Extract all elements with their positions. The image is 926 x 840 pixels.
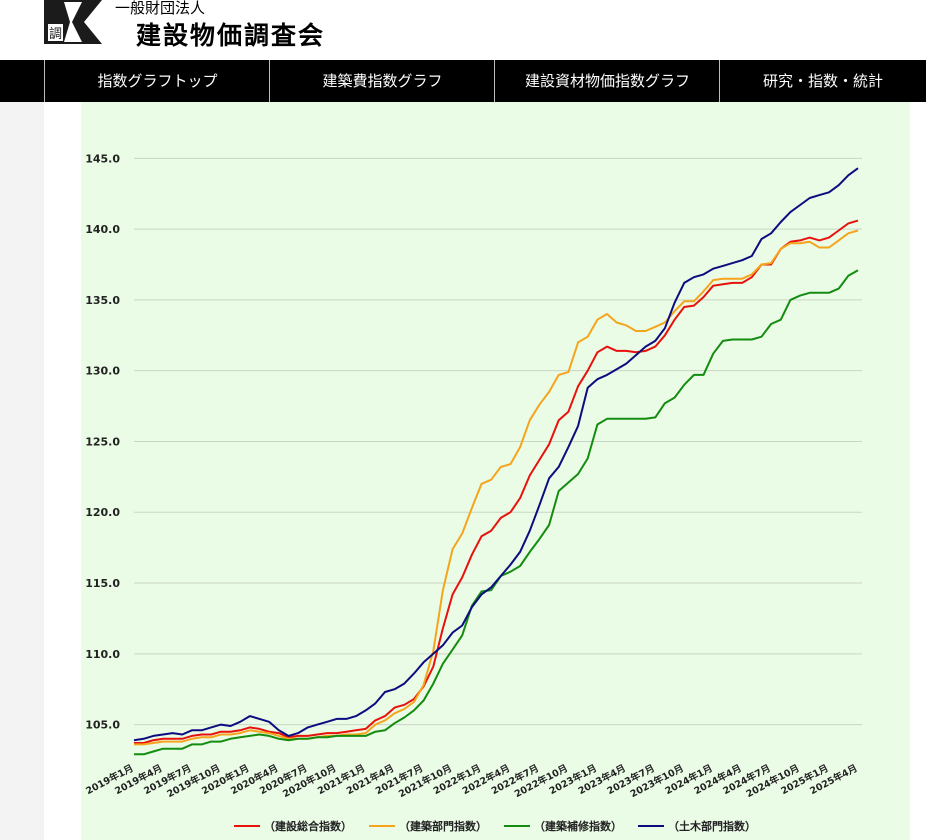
nav-item-research-statistics[interactable]: 研究・指数・統計: [719, 60, 926, 102]
organization-type: 一般財団法人: [115, 0, 206, 17]
x-axis-ticks: 2019年1月2019年4月2019年7月2019年10月2020年1月2020…: [84, 762, 860, 800]
y-tick-label: 140.0: [85, 223, 120, 236]
right-margin: [910, 102, 926, 840]
y-tick-label: 110.0: [85, 648, 120, 661]
y-tick-label: 105.0: [85, 719, 120, 732]
y-tick-label: 145.0: [85, 152, 120, 165]
series-lines: [133, 167, 859, 756]
series-line-3: [133, 167, 859, 742]
legend: （建設総合指数） （建築部門指数） （建築補修指数） （土木部門指数）: [234, 819, 756, 833]
nav-item-index-graph-top[interactable]: 指数グラフトップ: [44, 60, 270, 102]
y-tick-label: 125.0: [85, 435, 120, 448]
y-tick-label: 115.0: [85, 577, 120, 590]
y-tick-label: 120.0: [85, 506, 120, 519]
organization-name[interactable]: 建設物価調査会: [136, 21, 326, 50]
y-tick-label: 135.0: [85, 294, 120, 307]
main-navigation: 指数グラフトップ 建築費指数グラフ 建設資材物価指数グラフ 研究・指数・統計: [0, 60, 926, 102]
site-header: 調 一般財団法人 建設物価調査会: [0, 0, 926, 60]
organization-logo[interactable]: 調: [44, 0, 104, 44]
series-line-1: [134, 229, 859, 746]
logo-glyph: 調: [49, 27, 62, 42]
legend-label[interactable]: （建設総合指数）: [264, 819, 352, 833]
legend-label[interactable]: （土木部門指数）: [668, 819, 756, 833]
gridlines: [134, 157, 862, 726]
series-line-0: [134, 219, 859, 744]
left-gutter: [0, 102, 44, 840]
chart-panel: [81, 102, 910, 840]
nav-item-building-cost-index[interactable]: 建築費指数グラフ: [269, 60, 495, 102]
legend-label[interactable]: （建築部門指数）: [399, 819, 487, 833]
y-axis-ticks: 105.0 110.0 115.0 120.0 125.0 130.0 135.0 140.0…: [85, 152, 120, 731]
y-tick-label: 130.0: [85, 365, 120, 378]
legend-label[interactable]: （建築補修指数）: [534, 819, 622, 833]
nav-item-construction-material-index[interactable]: 建設資材物価指数グラフ: [494, 60, 720, 102]
